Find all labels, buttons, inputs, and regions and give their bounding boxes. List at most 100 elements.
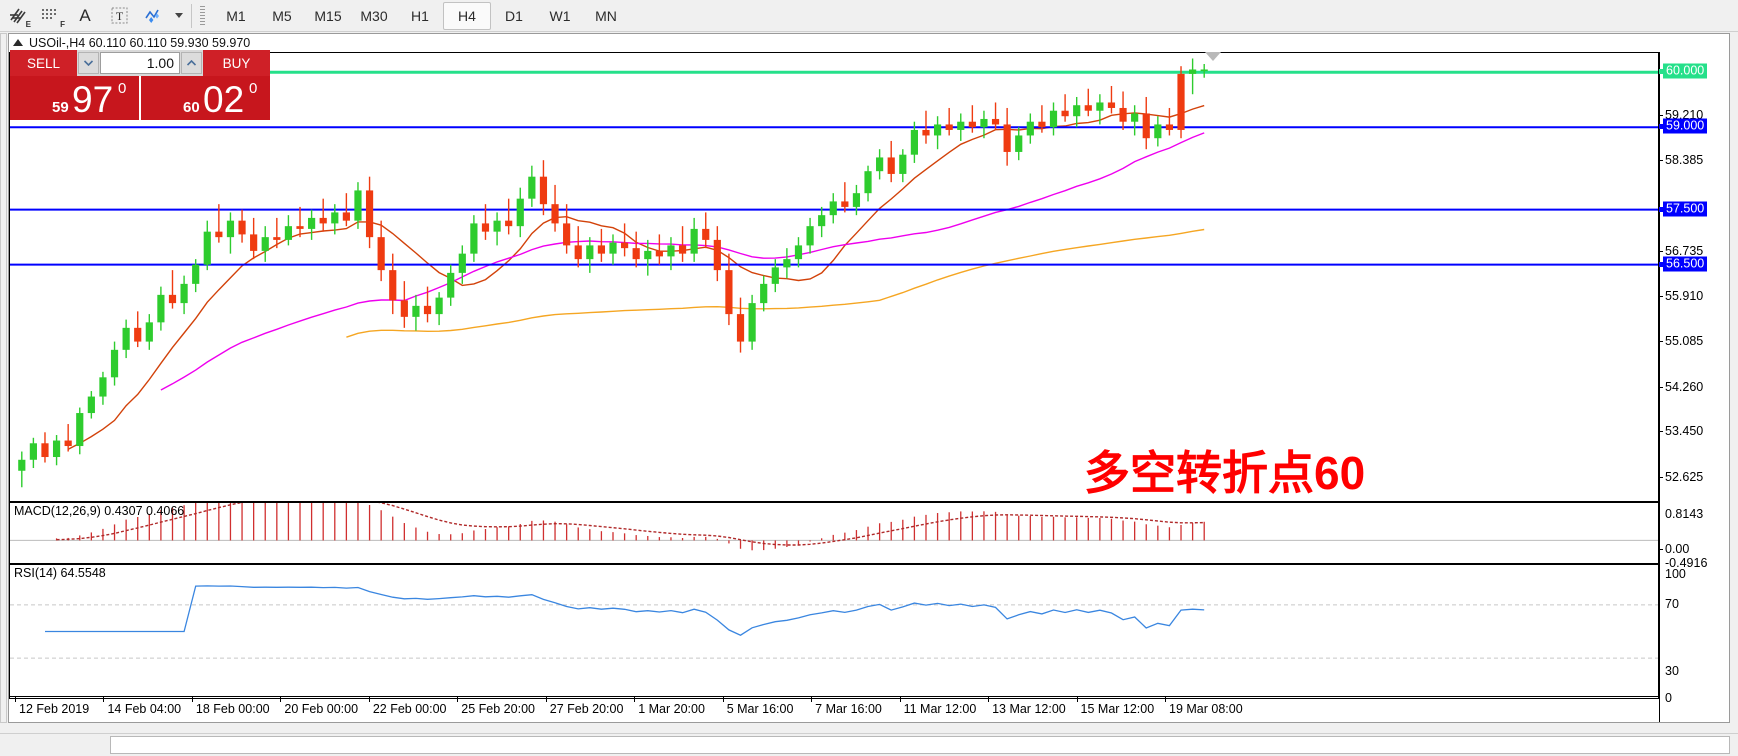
status-bar xyxy=(0,733,1738,756)
rsi-pane[interactable]: RSI(14) 64.5548 xyxy=(9,564,1659,699)
price-level-handle[interactable] xyxy=(1659,69,1664,75)
price-level-badge-56.500[interactable]: 56.500 xyxy=(1663,256,1708,272)
main-toolbar: E F A T xyxy=(0,0,1738,32)
price-axis-tick xyxy=(1659,341,1663,343)
timeframe-w1[interactable]: W1 xyxy=(549,7,571,24)
time-axis-tick xyxy=(15,697,16,702)
macd-svg xyxy=(10,503,1658,551)
time-axis-tick xyxy=(457,697,459,702)
price-candles-svg xyxy=(10,58,1658,488)
price-tick-7: 52.625 xyxy=(1665,469,1704,484)
timeframe-h1[interactable]: H1 xyxy=(411,7,429,24)
text-object-glyph: T xyxy=(111,7,127,24)
macd-axis-max: 0.8143 xyxy=(1665,507,1704,521)
price-level-badge-59.000[interactable]: 59.000 xyxy=(1663,118,1708,134)
expert-advisor-icon[interactable]: E xyxy=(0,2,34,30)
volume-decrement-button[interactable] xyxy=(78,52,99,74)
time-axis-tick xyxy=(722,697,724,702)
expert-advisor-glyph xyxy=(9,8,26,24)
time-axis-tick xyxy=(1165,697,1166,702)
buy-price-fraction: 0 xyxy=(249,80,258,97)
timeframe-m5[interactable]: M5 xyxy=(272,7,292,24)
time-axis-tick xyxy=(811,697,813,702)
time-axis-label-10: 11 Mar 12:00 xyxy=(903,702,977,716)
chart-annotation: 多空转折点60 xyxy=(1084,447,1366,499)
price-tick-0: 59.210 xyxy=(1665,107,1704,122)
drawing-tools-glyph xyxy=(145,9,159,23)
price-level-handle[interactable] xyxy=(1659,124,1664,130)
price-tick-4: 55.085 xyxy=(1665,334,1704,349)
price-level-handle[interactable] xyxy=(1659,261,1664,267)
chart-plot-area: MACD(12,26,9) 0.4307 0.4066 RSI(14) 64.5… xyxy=(9,52,1729,722)
price-tick-1: 58.385 xyxy=(1665,153,1704,167)
timeframe-mn[interactable]: MN xyxy=(595,7,617,24)
drawing-tools-dropdown[interactable] xyxy=(170,2,186,30)
price-axis[interactable]: 59.210 58.385 56.735 55.910 55.085 54.260 53.4… xyxy=(1659,52,1729,722)
volume-input[interactable]: 1.00 xyxy=(100,52,180,74)
sell-button[interactable]: SELL xyxy=(10,50,77,76)
price-axis-tick xyxy=(1659,476,1663,478)
macd-axis-zero: 0.00 xyxy=(1665,542,1690,556)
time-axis-tick xyxy=(899,697,901,702)
grip-dots-icon xyxy=(200,5,205,25)
indicator-list-icon[interactable]: F xyxy=(34,2,68,30)
macd-pane[interactable]: MACD(12,26,9) 0.4307 0.4066 xyxy=(9,502,1659,564)
price-tick-5: 54.260 xyxy=(1665,379,1704,394)
time-axis-label-1: 14 Feb 04:00 xyxy=(107,702,182,716)
rsi-axis-30: 30 xyxy=(1665,664,1679,678)
time-axis-label-0: 12 Feb 2019 xyxy=(19,702,90,716)
time-axis-tick xyxy=(1076,697,1078,702)
time-axis-tick xyxy=(103,697,105,702)
drawing-tools-icon[interactable] xyxy=(136,2,170,30)
collapse-triangle-icon[interactable] xyxy=(13,39,23,46)
indicator-sub-label: F xyxy=(60,19,65,29)
time-axis-label-3: 20 Feb 00:00 xyxy=(284,702,359,716)
price-axis-tick xyxy=(1659,386,1663,388)
time-axis-label-2: 18 Feb 00:00 xyxy=(195,702,270,716)
toolbar-divider xyxy=(191,3,192,28)
time-axis-label-11: 13 Mar 12:00 xyxy=(992,702,1066,716)
sell-price-display[interactable]: 59 97 0 xyxy=(10,76,141,120)
time-axis-label-13: 19 Mar 08:00 xyxy=(1169,702,1243,716)
chart-cursor-marker xyxy=(1205,52,1221,61)
price-level-badge-60.000[interactable]: 60.000 xyxy=(1663,63,1708,79)
rsi-label: RSI(14) 64.5548 xyxy=(14,566,106,580)
axis-tick xyxy=(1659,549,1663,550)
sell-price-fraction: 0 xyxy=(118,80,127,97)
chart-title: USOil-,H4 60.110 60.110 59.930 59.970 xyxy=(29,35,251,50)
sell-price-integer: 59 xyxy=(52,99,69,116)
rsi-axis-70: 70 xyxy=(1665,597,1679,611)
buy-button[interactable]: BUY xyxy=(203,50,270,76)
trade-panel-price-row: 59 97 0 60 02 0 xyxy=(10,76,270,120)
timeframe-m15[interactable]: M15 xyxy=(314,7,342,24)
status-bar-field xyxy=(110,736,1730,754)
timeframe-m1[interactable]: M1 xyxy=(226,7,246,24)
time-axis-label-7: 1 Mar 20:00 xyxy=(638,702,705,716)
time-axis-tick xyxy=(634,697,636,702)
buy-price-decimal: 02 xyxy=(203,79,245,120)
timeframe-d1[interactable]: D1 xyxy=(505,7,523,24)
timeframe-m30[interactable]: M30 xyxy=(360,7,388,24)
price-pane[interactable] xyxy=(9,52,1659,502)
price-axis-tick xyxy=(1659,296,1663,298)
volume-increment-button[interactable] xyxy=(181,52,202,74)
price-level-handle[interactable] xyxy=(1659,206,1664,212)
rsi-svg xyxy=(10,585,1658,659)
text-label-icon[interactable]: A xyxy=(79,5,91,25)
price-axis-tick xyxy=(1659,114,1663,116)
time-axis-label-8: 5 Mar 16:00 xyxy=(726,702,794,716)
time-axis-tick xyxy=(280,697,282,702)
chevron-down-icon xyxy=(84,60,93,66)
price-level-badge-57.500[interactable]: 57.500 xyxy=(1663,201,1708,217)
timeframe-group: M1 M5 M15 M30 H1 H4 D1 W1 MN xyxy=(213,1,629,30)
timeframe-h4[interactable]: H4 xyxy=(443,1,491,30)
buy-price-display[interactable]: 60 02 0 xyxy=(141,76,270,120)
price-axis-tick xyxy=(1659,250,1663,252)
time-axis-label-5: 25 Feb 20:00 xyxy=(461,702,535,716)
chevron-up-icon xyxy=(187,60,196,66)
chevron-down-icon xyxy=(175,13,183,18)
left-scroll-stub[interactable] xyxy=(0,33,7,723)
ea-sub-label: E xyxy=(25,19,31,29)
text-object-icon[interactable]: T xyxy=(102,2,136,30)
